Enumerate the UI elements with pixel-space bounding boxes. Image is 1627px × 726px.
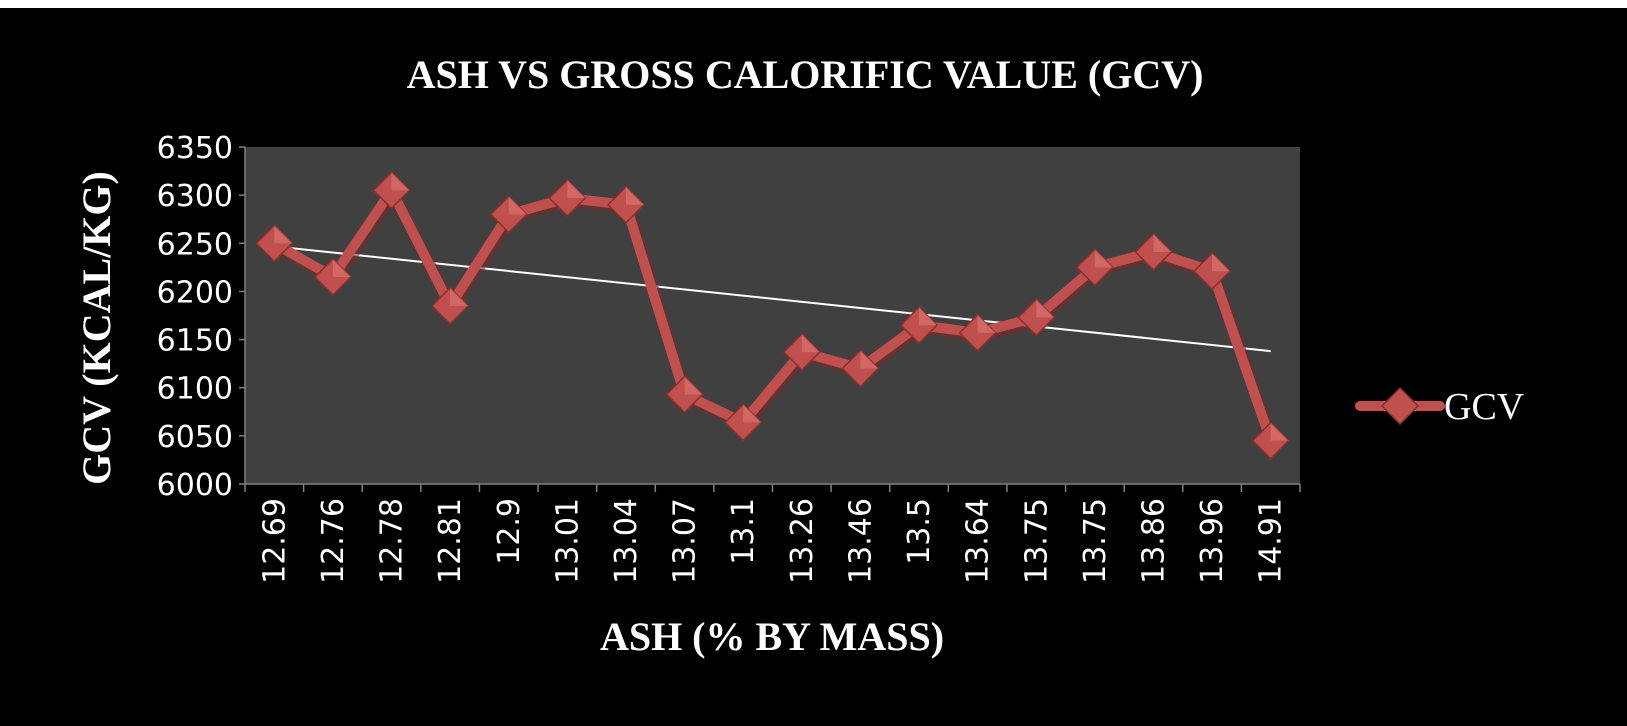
data-point-highlight [567, 180, 586, 199]
data-point-highlight [1270, 422, 1289, 441]
data-point-highlight [1036, 299, 1055, 318]
x-axis: 12.69 12.76 12.78 12.81 12.9 13.01 13.04 13.07 1… [244, 483, 1301, 584]
y-axis: 6000 6050 6100 6150 6200 6250 6300 6350 [157, 131, 246, 503]
x-tick-label: 12.78 [375, 498, 410, 584]
x-tick-label: 13.07 [668, 498, 703, 584]
data-point-highlight [919, 307, 938, 326]
data-point-highlight [684, 376, 703, 395]
data-point-highlight [274, 225, 293, 244]
x-tick-label: 12.81 [433, 498, 468, 584]
chart-container: ASH VS GROSS CALORIFIC VALUE (GCV) 6000 6… [0, 8, 1627, 726]
y-tick-label: 6150 [157, 324, 233, 359]
data-point-highlight [860, 350, 879, 369]
data-point-highlight [508, 196, 527, 215]
y-tick-label: 6200 [157, 275, 233, 310]
data-point-highlight [332, 258, 351, 277]
data-point-highlight [391, 172, 410, 191]
legend-marker [1380, 386, 1420, 426]
data-point-highlight [977, 314, 996, 333]
x-tick-label: 13.1 [726, 498, 761, 565]
x-tick-label: 12.69 [257, 498, 292, 584]
y-tick-label: 6050 [157, 420, 233, 455]
x-tick-label: 12.9 [492, 498, 527, 565]
y-tick-label: 6000 [157, 468, 233, 503]
trendline [274, 245, 1271, 353]
plot-area [245, 147, 1300, 484]
y-tick-label: 6300 [157, 179, 233, 214]
data-point-highlight [801, 334, 820, 353]
x-tick-label: 13.64 [961, 498, 996, 584]
series-layer [255, 171, 1290, 460]
chart-svg: ASH VS GROSS CALORIFIC VALUE (GCV) 60006… [74, 52, 1525, 659]
x-tick-label: 13.04 [609, 498, 644, 584]
y-tick-label: 6250 [157, 227, 233, 262]
x-tick-label: 13.86 [1136, 498, 1171, 584]
x-tick-label: 13.75 [1019, 498, 1054, 584]
x-tick-label: 14.91 [1254, 498, 1289, 584]
legend: GCV [1355, 386, 1525, 428]
data-point-highlight [625, 186, 644, 205]
data-point-highlight [1094, 249, 1113, 268]
x-tick-label: 12.76 [316, 498, 351, 584]
data-point-highlight [743, 404, 762, 423]
data-point-highlight [1153, 233, 1172, 252]
chart-title: ASH VS GROSS CALORIFIC VALUE (GCV) [407, 52, 1204, 97]
x-tick-label: 13.96 [1195, 498, 1230, 584]
x-tick-label: 13.5 [902, 498, 937, 565]
trendline-layer [274, 245, 1271, 353]
y-tick-label: 6100 [157, 372, 233, 407]
legend-label: GCV [1444, 386, 1525, 428]
data-point-highlight [450, 287, 469, 306]
x-tick-label: 13.75 [1078, 498, 1113, 584]
x-tick-label: 13.46 [843, 498, 878, 584]
x-tick-label: 13.26 [785, 498, 820, 584]
y-tick-label: 6350 [157, 131, 233, 166]
y-axis-label: GCV (KCAL/KG) [74, 171, 119, 485]
x-axis-label: ASH (% BY MASS) [600, 614, 944, 659]
x-tick-label: 13.01 [550, 498, 585, 584]
